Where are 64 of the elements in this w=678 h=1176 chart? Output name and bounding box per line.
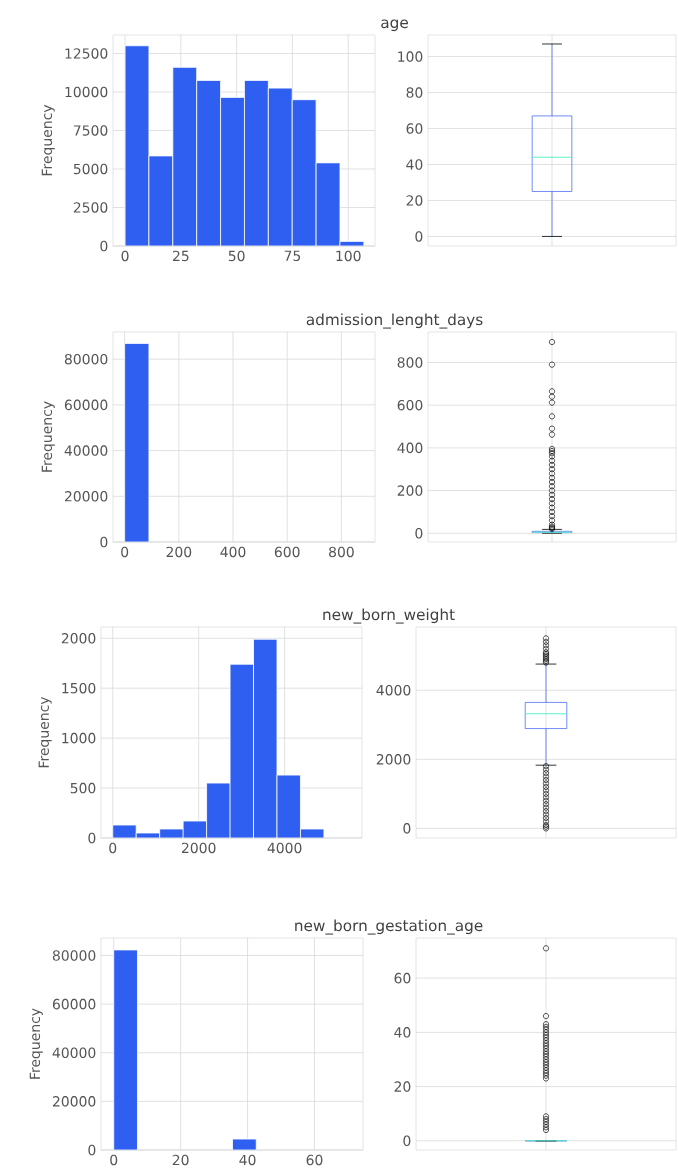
y-tick-label: 0 <box>403 823 411 834</box>
x-tick-label: 75 <box>284 250 301 262</box>
y-tick-label: 400 <box>397 442 423 454</box>
chart-title: admission_lenght_days <box>306 313 483 329</box>
x-tick-label: 0 <box>121 546 129 558</box>
y-tick-label: 0 <box>100 536 108 548</box>
y-tick-label: 12500 <box>65 48 108 59</box>
x-tick-label: 0 <box>110 1154 118 1166</box>
y-axis-title: Frequency <box>41 401 55 472</box>
x-tick-label: 50 <box>228 250 245 262</box>
y-tick-label: 0 <box>415 527 423 539</box>
y-tick-label: 10000 <box>65 86 108 98</box>
y-tick-label: 80 <box>406 87 423 98</box>
y-tick-label: 60000 <box>52 998 96 1010</box>
y-tick-label: 0 <box>100 240 108 252</box>
x-tick-label: 60 <box>306 1154 323 1166</box>
y-tick-label: 40 <box>394 1027 411 1038</box>
y-tick-label: 200 <box>397 485 423 496</box>
x-tick-label: 100 <box>336 250 361 262</box>
x-tick-label: 0 <box>121 250 129 262</box>
x-tick-label: 200 <box>166 546 192 558</box>
x-tick-label: 600 <box>274 546 300 558</box>
y-tick-label: 80000 <box>52 950 96 961</box>
y-axis-title: Frequency <box>38 696 52 768</box>
y-tick-label: 800 <box>397 357 423 368</box>
y-tick-label: 7500 <box>73 125 108 136</box>
y-tick-label: 2500 <box>73 202 108 213</box>
x-tick-label: 40 <box>239 1154 256 1166</box>
y-tick-label: 20 <box>394 1081 411 1092</box>
x-tick-label: 800 <box>329 546 354 558</box>
y-tick-label: 60 <box>394 972 411 984</box>
y-tick-label: 80000 <box>64 353 108 365</box>
y-tick-label: 5000 <box>73 163 108 175</box>
y-tick-label: 60000 <box>64 399 108 411</box>
y-tick-label: 0 <box>415 231 423 242</box>
y-tick-label: 1500 <box>62 682 96 694</box>
y-tick-label: 0 <box>88 832 96 844</box>
y-tick-label: 40 <box>406 159 423 170</box>
y-tick-label: 20 <box>406 195 423 206</box>
chart-title: new_born_weight <box>323 608 455 624</box>
y-tick-label: 600 <box>397 399 423 411</box>
x-tick-label: 4000 <box>267 842 302 854</box>
y-tick-label: 60 <box>406 123 423 134</box>
y-tick-label: 40000 <box>64 445 108 456</box>
chart-title: new_born_gestation_age <box>295 919 483 935</box>
y-tick-label: 2000 <box>376 754 411 765</box>
y-axis-title: Frequency <box>41 104 55 176</box>
y-tick-label: 500 <box>70 782 96 794</box>
y-tick-label: 20000 <box>52 1096 96 1107</box>
x-tick-label: 2000 <box>181 842 216 854</box>
y-tick-label: 40000 <box>52 1047 96 1059</box>
y-tick-label: 1000 <box>62 732 96 744</box>
x-tick-label: 20 <box>172 1154 189 1166</box>
y-tick-label: 0 <box>88 1144 96 1156</box>
y-tick-label: 100 <box>398 51 423 62</box>
y-tick-label: 2000 <box>61 633 96 644</box>
y-tick-label: 20000 <box>64 491 108 502</box>
y-tick-label: 4000 <box>376 684 411 696</box>
y-axis-title: Frequency <box>29 1008 43 1079</box>
x-tick-label: 0 <box>109 842 117 854</box>
x-tick-label: 25 <box>172 250 189 262</box>
y-tick-label: 0 <box>403 1135 411 1147</box>
chart-title: age <box>381 19 408 32</box>
x-tick-label: 400 <box>220 546 246 558</box>
